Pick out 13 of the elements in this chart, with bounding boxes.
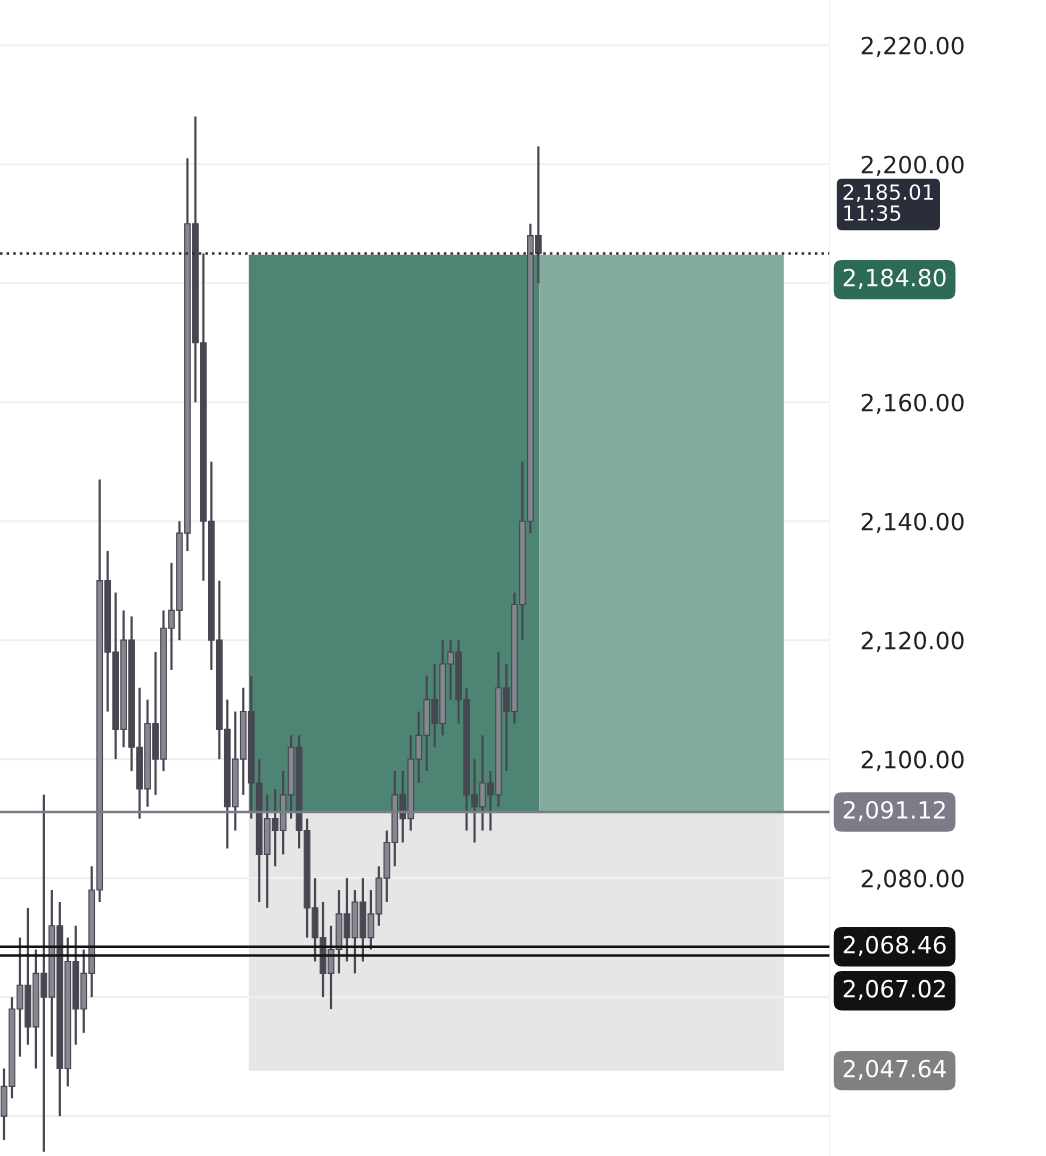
y-tick-label: 2,100.00 [861,750,964,771]
ref-line-label: 2,091.12 [843,800,945,822]
ref-line-label: 2,185.01 11:35 [843,184,933,221]
band-label: 2,184.80 [843,268,946,289]
y-tick-label: 2,140.00 [861,512,964,533]
ref-line-label: 2,067.02 [843,979,945,1001]
y-tick-label: 2,200.00 [861,155,964,176]
y-tick-label: 2,160.00 [861,393,964,414]
ref-line-label: 2,068.46 [843,935,946,957]
y-tick-label: 2,120.00 [861,631,964,652]
y-tick-label: 2,220.00 [861,36,964,57]
band-label: 2,047.64 [843,1059,946,1080]
y-tick-label: 2,080.00 [861,869,964,890]
